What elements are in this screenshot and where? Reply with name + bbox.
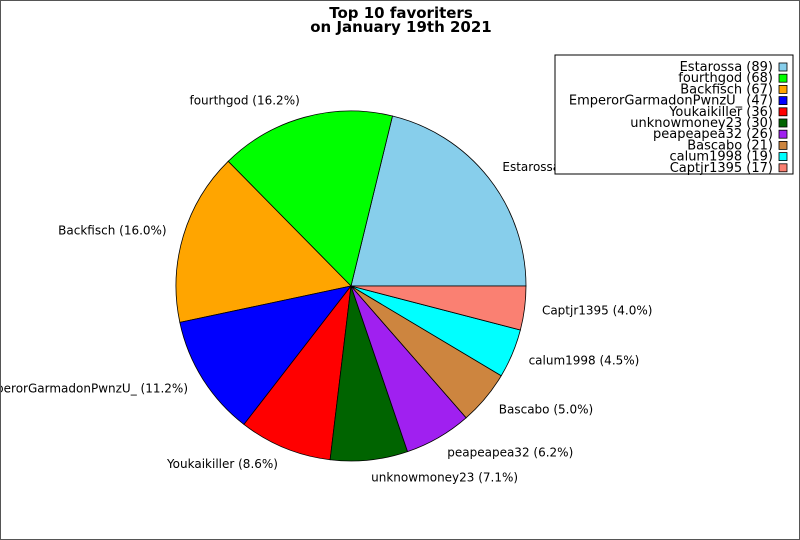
legend-entry-label: EmperorGarmadonPwnzU_ (47) (569, 94, 773, 109)
legend-entry-label: fourthgod (68) (678, 71, 773, 86)
slice-label: EmperorGarmadonPwnzU_ (11.2%) (1, 381, 188, 395)
pie-slice-Backfisch (175, 160, 352, 323)
legend-swatch (778, 118, 788, 128)
pie-slice-Estarossa (350, 115, 527, 287)
legend-swatch (778, 62, 788, 72)
legend-swatch (778, 73, 788, 83)
legend-swatch (778, 107, 788, 117)
slice-label: Youkaikiller (8.6%) (166, 457, 278, 471)
legend-swatch (778, 129, 788, 139)
legend-swatch (778, 96, 788, 105)
legend-swatch (778, 152, 788, 162)
pie-slice-fourthgod (227, 110, 393, 287)
slice-label: Backfisch (16.0%) (58, 224, 166, 238)
pie-slice-Youkaikiller (243, 284, 352, 461)
chart-title-line-2: on January 19th 2021 (310, 18, 491, 36)
legend-entry-label: Bascabo (21) (687, 138, 773, 153)
slice-label: calum1998 (4.5%) (529, 353, 640, 367)
legend-swatch (778, 85, 788, 94)
slice-label: Bascabo (5.0%) (499, 402, 593, 416)
legend: Estarossa (89)fourthgod (68)Backfisch (6… (554, 54, 794, 176)
slice-label: Captjr1395 (4.0%) (542, 303, 653, 317)
slice-label: unknowmoney23 (7.1%) (371, 470, 518, 484)
legend-entry-label: unknowmoney23 (30) (630, 116, 773, 131)
slice-label: peapeapea32 (6.2%) (447, 446, 573, 460)
legend-entry-label: Youkaikiller (36) (668, 105, 773, 120)
legend-swatch (778, 163, 788, 173)
chart-title-line-1: Top 10 favoriters (329, 4, 473, 22)
legend-entry-label: calum1998 (19) (669, 150, 773, 165)
pie-slice-Captjr1395 (350, 285, 527, 331)
legend-box (554, 54, 794, 175)
legend-entry-label: Backfisch (67) (680, 82, 773, 97)
legend-swatch (778, 140, 788, 150)
pie-slice-EmperorGarmadonPwnzU_ (179, 285, 352, 425)
legend-entry-label: Estarossa (89) (680, 60, 773, 75)
legend-entry-label: peapeapea32 (26) (653, 127, 773, 142)
slice-label: fourthgod (16.2%) (189, 93, 299, 107)
legend-entry-label: Captjr1395 (17) (670, 161, 773, 176)
